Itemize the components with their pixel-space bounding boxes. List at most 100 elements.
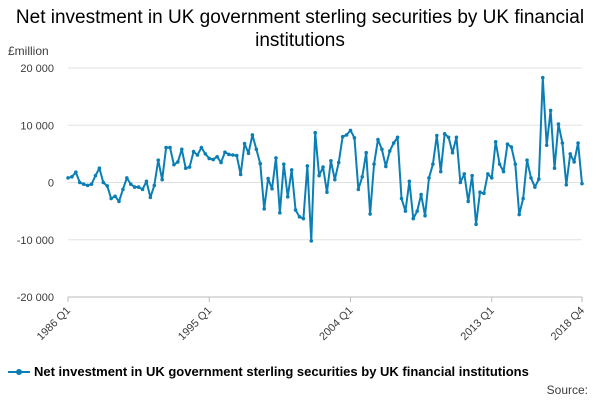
data-point[interactable] (419, 192, 423, 197)
data-point[interactable] (70, 174, 74, 179)
data-point[interactable] (238, 172, 243, 177)
data-point[interactable] (66, 176, 70, 180)
data-point[interactable] (132, 185, 137, 189)
data-point[interactable] (446, 135, 451, 140)
data-point[interactable] (521, 196, 525, 201)
data-point[interactable] (442, 132, 447, 136)
data-point[interactable] (466, 199, 471, 204)
data-point[interactable] (207, 156, 212, 161)
data-point[interactable] (384, 164, 388, 169)
data-point[interactable] (289, 168, 294, 172)
data-point[interactable] (262, 207, 266, 211)
data-point[interactable] (568, 152, 573, 156)
data-point[interactable] (399, 196, 404, 201)
data-point[interactable] (352, 136, 357, 140)
data-point[interactable] (179, 147, 184, 152)
data-point[interactable] (435, 133, 439, 138)
data-point[interactable] (537, 177, 541, 181)
data-point[interactable] (164, 145, 168, 150)
data-point[interactable] (513, 162, 518, 166)
data-point[interactable] (203, 152, 208, 156)
data-point[interactable] (144, 179, 149, 184)
data-point[interactable] (509, 145, 514, 149)
data-point[interactable] (372, 162, 376, 166)
data-point[interactable] (85, 183, 90, 188)
data-point[interactable] (403, 209, 408, 213)
data-point[interactable] (458, 180, 463, 185)
data-point[interactable] (282, 162, 286, 166)
data-point[interactable] (364, 150, 368, 155)
data-point[interactable] (278, 211, 282, 215)
data-point[interactable] (564, 182, 569, 187)
data-point[interactable] (540, 75, 545, 80)
data-point[interactable] (556, 122, 561, 126)
data-point[interactable] (148, 195, 153, 200)
data-point[interactable] (89, 182, 94, 187)
data-point[interactable] (168, 145, 172, 150)
data-point[interactable] (580, 181, 584, 186)
data-point[interactable] (329, 158, 333, 163)
data-point[interactable] (478, 190, 482, 195)
data-point[interactable] (274, 156, 278, 160)
data-point[interactable] (505, 142, 510, 146)
data-point[interactable] (325, 190, 329, 195)
data-point[interactable] (270, 186, 274, 191)
data-point[interactable] (93, 173, 98, 178)
data-point[interactable] (227, 152, 231, 157)
data-point[interactable] (160, 177, 164, 182)
data-point[interactable] (572, 160, 576, 164)
data-point[interactable] (391, 141, 396, 145)
data-point[interactable] (266, 176, 270, 181)
legend[interactable]: Net investment in UK government sterling… (8, 364, 529, 379)
data-point[interactable] (368, 212, 372, 216)
data-point[interactable] (191, 149, 196, 154)
data-point[interactable] (576, 141, 580, 145)
data-point[interactable] (74, 170, 78, 174)
data-point[interactable] (242, 141, 247, 146)
data-point[interactable] (493, 140, 498, 144)
data-point[interactable] (309, 239, 314, 243)
data-point[interactable] (533, 185, 537, 189)
data-point[interactable] (482, 191, 486, 196)
data-point[interactable] (313, 130, 317, 135)
data-point[interactable] (234, 153, 239, 158)
data-point[interactable] (454, 135, 459, 140)
data-point[interactable] (113, 194, 117, 199)
data-point[interactable] (348, 128, 353, 133)
data-point[interactable] (136, 185, 141, 189)
data-point[interactable] (462, 172, 467, 176)
data-point[interactable] (109, 196, 113, 201)
data-point[interactable] (81, 182, 86, 187)
data-point[interactable] (297, 215, 302, 219)
data-point[interactable] (215, 154, 219, 159)
data-point[interactable] (187, 165, 192, 169)
data-point[interactable] (438, 169, 443, 174)
data-point[interactable] (415, 209, 420, 213)
data-point[interactable] (501, 169, 506, 174)
data-point[interactable] (305, 164, 310, 168)
data-point[interactable] (486, 172, 490, 176)
data-point[interactable] (219, 160, 223, 165)
data-point[interactable] (395, 135, 400, 140)
data-point[interactable] (387, 149, 392, 153)
data-point[interactable] (336, 160, 341, 165)
data-point[interactable] (474, 222, 478, 227)
data-point[interactable] (450, 150, 455, 155)
data-point[interactable] (128, 182, 133, 187)
data-point[interactable] (230, 153, 235, 157)
data-point[interactable] (254, 147, 259, 152)
data-point[interactable] (525, 158, 529, 162)
data-point[interactable] (544, 143, 549, 148)
data-point[interactable] (321, 165, 325, 169)
data-point[interactable] (376, 137, 380, 142)
data-point[interactable] (489, 176, 494, 180)
data-point[interactable] (172, 162, 176, 167)
data-point[interactable] (411, 216, 416, 221)
data-point[interactable] (333, 177, 337, 182)
data-point[interactable] (560, 141, 565, 145)
data-point[interactable] (431, 162, 435, 166)
data-point[interactable] (301, 216, 306, 221)
data-point[interactable] (356, 187, 361, 192)
data-point[interactable] (258, 161, 263, 166)
data-point[interactable] (380, 147, 384, 152)
